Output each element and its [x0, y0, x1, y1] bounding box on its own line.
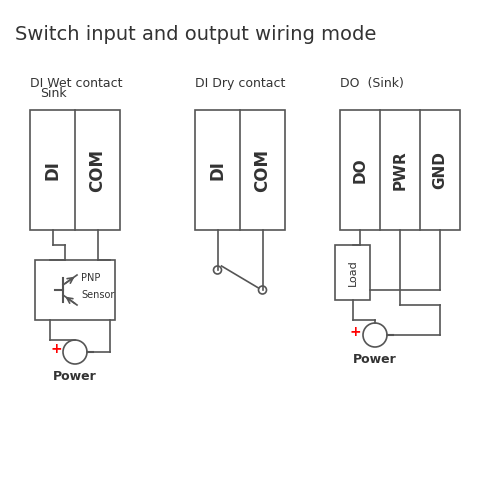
Bar [335, 245, 370, 300]
Text: DI: DI [44, 160, 62, 180]
Text: PWR: PWR [392, 150, 407, 190]
Text: Load: Load [348, 259, 358, 286]
Text: PNP: PNP [81, 273, 100, 283]
Text: COM: COM [88, 148, 106, 192]
Text: GND: GND [432, 151, 448, 189]
Text: DI: DI [208, 160, 226, 180]
Text: DI Dry contact: DI Dry contact [195, 77, 286, 90]
Text: Sensor: Sensor [81, 290, 114, 300]
Bar [195, 110, 285, 230]
Text: DO  (Sink): DO (Sink) [340, 77, 404, 90]
Text: +: + [349, 325, 361, 339]
Text: Power: Power [353, 353, 397, 366]
Text: +: + [50, 342, 62, 356]
Text: COM: COM [254, 148, 272, 192]
Text: DI Wet contact: DI Wet contact [30, 77, 122, 90]
Text: DO: DO [352, 157, 368, 183]
Bar [340, 110, 460, 230]
Bar [30, 110, 120, 230]
Text: Power: Power [53, 370, 97, 383]
Text: Switch input and output wiring mode: Switch input and output wiring mode [15, 25, 376, 44]
Text: Sink: Sink [40, 87, 66, 100]
Bar [35, 260, 115, 320]
